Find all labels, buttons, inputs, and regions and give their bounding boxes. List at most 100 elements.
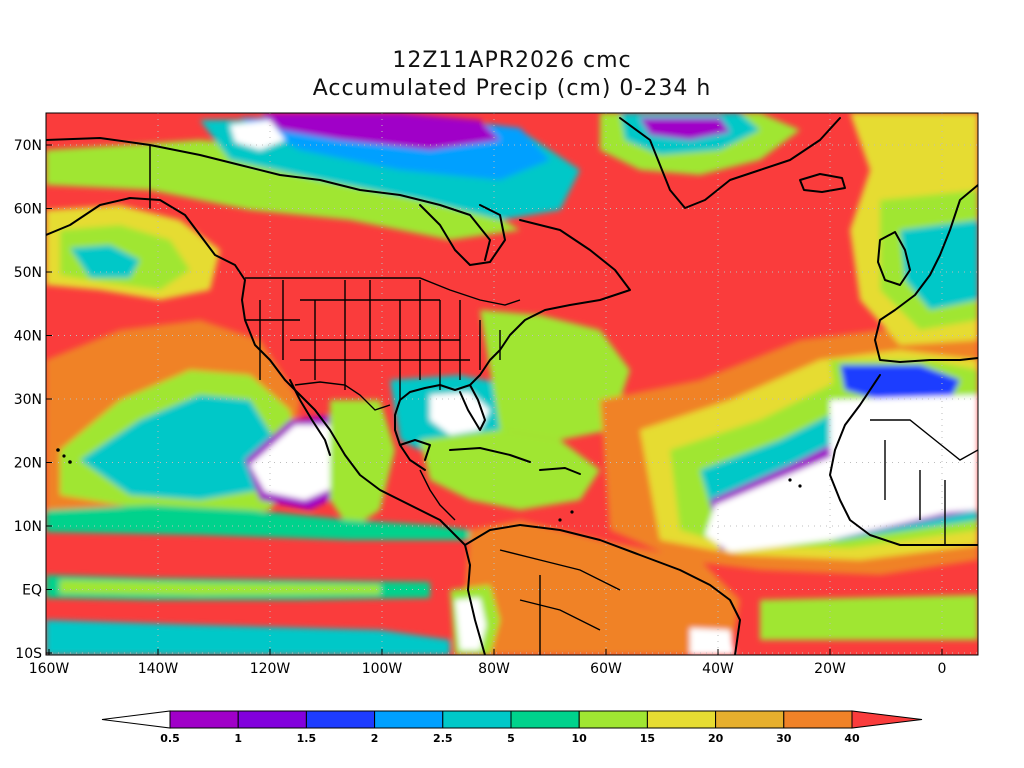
precip-area-south-pacific (46, 620, 450, 655)
x-tick-label: 40W (702, 661, 734, 677)
map-title-line2: Accumulated Precip (cm) 0-234 h (312, 76, 712, 101)
colorbar-label: 10 (572, 732, 588, 745)
coast-alaska (46, 197, 466, 546)
y-tick-label: 50N (14, 265, 42, 281)
x-tick-label: 140W (138, 661, 179, 677)
colorbar-label: 5 (507, 732, 515, 745)
x-tick-label: 100W (362, 661, 403, 677)
precip-area-eq-band-inner (60, 580, 380, 595)
precip-area-atlantic-west-light (480, 310, 630, 440)
colorbar-swatch (442, 710, 512, 729)
precip-area-south-atlantic-green (760, 595, 978, 640)
colorbar-label: 1.5 (297, 732, 317, 745)
island-dot (62, 454, 66, 458)
map-frame (45, 112, 979, 656)
precip-area-pacific-none (250, 425, 350, 500)
coast-east-na (394, 219, 631, 471)
colorbar-label: 0.5 (160, 732, 180, 745)
coast-florida (459, 384, 486, 431)
border-africa (870, 419, 978, 545)
island-dot (68, 460, 72, 464)
colorbar-label: 15 (640, 732, 655, 745)
colorbar-swatch (578, 710, 648, 729)
precip-area-brazil-none (690, 628, 735, 655)
island-dot (798, 484, 802, 488)
island-dot (558, 518, 562, 522)
colorbar-label: 1 (234, 732, 242, 745)
precip-area-sahara-none (830, 395, 978, 515)
colorbar-swatch (715, 710, 785, 729)
y-tick-label: 40N (14, 329, 42, 345)
precip-area-nw-pacific-cyan (70, 245, 140, 278)
lat-lon-grid (46, 113, 978, 655)
border-central-america (419, 469, 456, 521)
coast-europe (874, 184, 978, 363)
coast-greenland (619, 117, 841, 209)
coastlines (46, 117, 978, 655)
island-dot (788, 478, 792, 482)
x-tick-label: 20W (814, 661, 846, 677)
colorbar-label: 40 (844, 732, 860, 745)
precip-area-arctic-purple (260, 113, 500, 150)
colorbar-label: 2.5 (433, 732, 453, 745)
colorbar-swatch (169, 710, 239, 729)
x-tick-label: 0 (938, 661, 947, 677)
coast-iceland (799, 173, 846, 193)
coast-south-america-west (464, 544, 486, 655)
border-states-2 (419, 280, 501, 390)
colorbar-label: 2 (371, 732, 379, 745)
colorbar-swatch (305, 710, 376, 729)
precip-area-sa-none (455, 598, 486, 650)
colorbar-swatch (783, 710, 853, 729)
coast-south-america (464, 524, 741, 655)
border-south-america (499, 549, 621, 655)
colorbar-high-arrow (851, 710, 923, 729)
colorbar-label: 30 (776, 732, 792, 745)
border-states-1 (245, 280, 470, 400)
colorbar-low-arrow (101, 710, 171, 729)
precip-area-arctic-green (46, 140, 520, 240)
colorbar-swatch (237, 710, 307, 729)
y-tick-label: 60N (14, 202, 42, 218)
border-us-mexico (294, 381, 391, 411)
colorbar: 0.5 1 1.5 2 2.5 5 10 15 20 30 40 (101, 710, 923, 745)
political-borders (245, 277, 978, 655)
precip-area-gulf-none (430, 392, 490, 435)
precip-area-itcz-light (46, 505, 470, 540)
colorbar-swatch (646, 710, 717, 729)
y-axis: 70N 60N 50N 40N 30N 20N 10N EQ 10S (14, 138, 52, 662)
colorbar-swatch (374, 710, 444, 729)
x-tick-label: 160W (29, 661, 70, 677)
precip-field (46, 113, 978, 655)
coast-baja (289, 379, 331, 456)
coast-hispaniola (539, 467, 581, 475)
islands (56, 448, 802, 522)
x-tick-label: 80W (478, 661, 510, 677)
coast-africa (829, 374, 978, 546)
colorbar-label: 20 (708, 732, 724, 745)
island-dot (570, 510, 574, 514)
coast-hudson-bay (419, 204, 506, 266)
coast-yucatan (399, 439, 431, 461)
precip-area-mexico-light (330, 400, 395, 530)
y-tick-label: 30N (14, 392, 42, 408)
precip-area-greenland-purple (640, 118, 730, 140)
x-tick-label: 60W (590, 661, 622, 677)
colorbar-swatch (510, 710, 580, 729)
coast-cuba (449, 447, 531, 463)
y-tick-label: EQ (22, 583, 42, 599)
y-tick-label: 10N (14, 519, 42, 535)
y-tick-label: 10S (15, 646, 42, 662)
precip-area-arctic-none (230, 120, 285, 150)
x-tick-label: 120W (250, 661, 291, 677)
map-title-line1: 12Z11APR2026 cmc (392, 48, 632, 73)
border-us-canada (245, 277, 521, 306)
coast-uk (877, 231, 911, 286)
x-axis: 160W 140W 120W 100W 80W 60W 40W 20W 0 (29, 649, 947, 677)
island-dot (56, 448, 60, 452)
precip-area-sa-moderate (460, 520, 740, 655)
y-tick-label: 70N (14, 138, 42, 154)
y-tick-label: 20N (14, 456, 42, 472)
precip-area-pacific-lighter (80, 395, 275, 500)
